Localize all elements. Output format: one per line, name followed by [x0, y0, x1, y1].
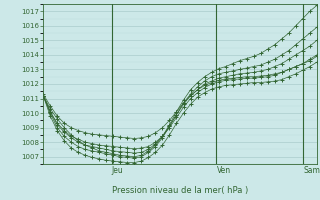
- Text: Sam: Sam: [303, 166, 320, 175]
- Text: Ven: Ven: [217, 166, 231, 175]
- Text: Jeu: Jeu: [112, 166, 123, 175]
- Text: Pression niveau de la mer( hPa ): Pression niveau de la mer( hPa ): [112, 186, 248, 195]
